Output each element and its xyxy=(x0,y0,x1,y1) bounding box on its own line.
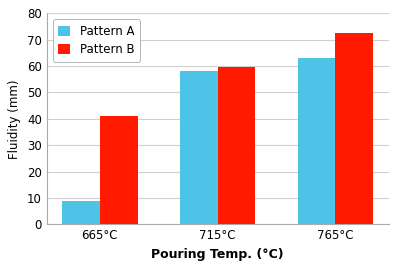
Bar xyxy=(298,58,335,224)
Bar xyxy=(100,116,137,224)
Legend: Pattern A, Pattern B: Pattern A, Pattern B xyxy=(52,19,140,62)
X-axis label: Pouring Temp. (°C): Pouring Temp. (°C) xyxy=(151,248,284,261)
Bar xyxy=(62,200,100,224)
Bar xyxy=(335,33,373,224)
Bar xyxy=(218,67,255,224)
Bar xyxy=(180,71,218,224)
Y-axis label: Fluidity (mm): Fluidity (mm) xyxy=(8,79,21,158)
